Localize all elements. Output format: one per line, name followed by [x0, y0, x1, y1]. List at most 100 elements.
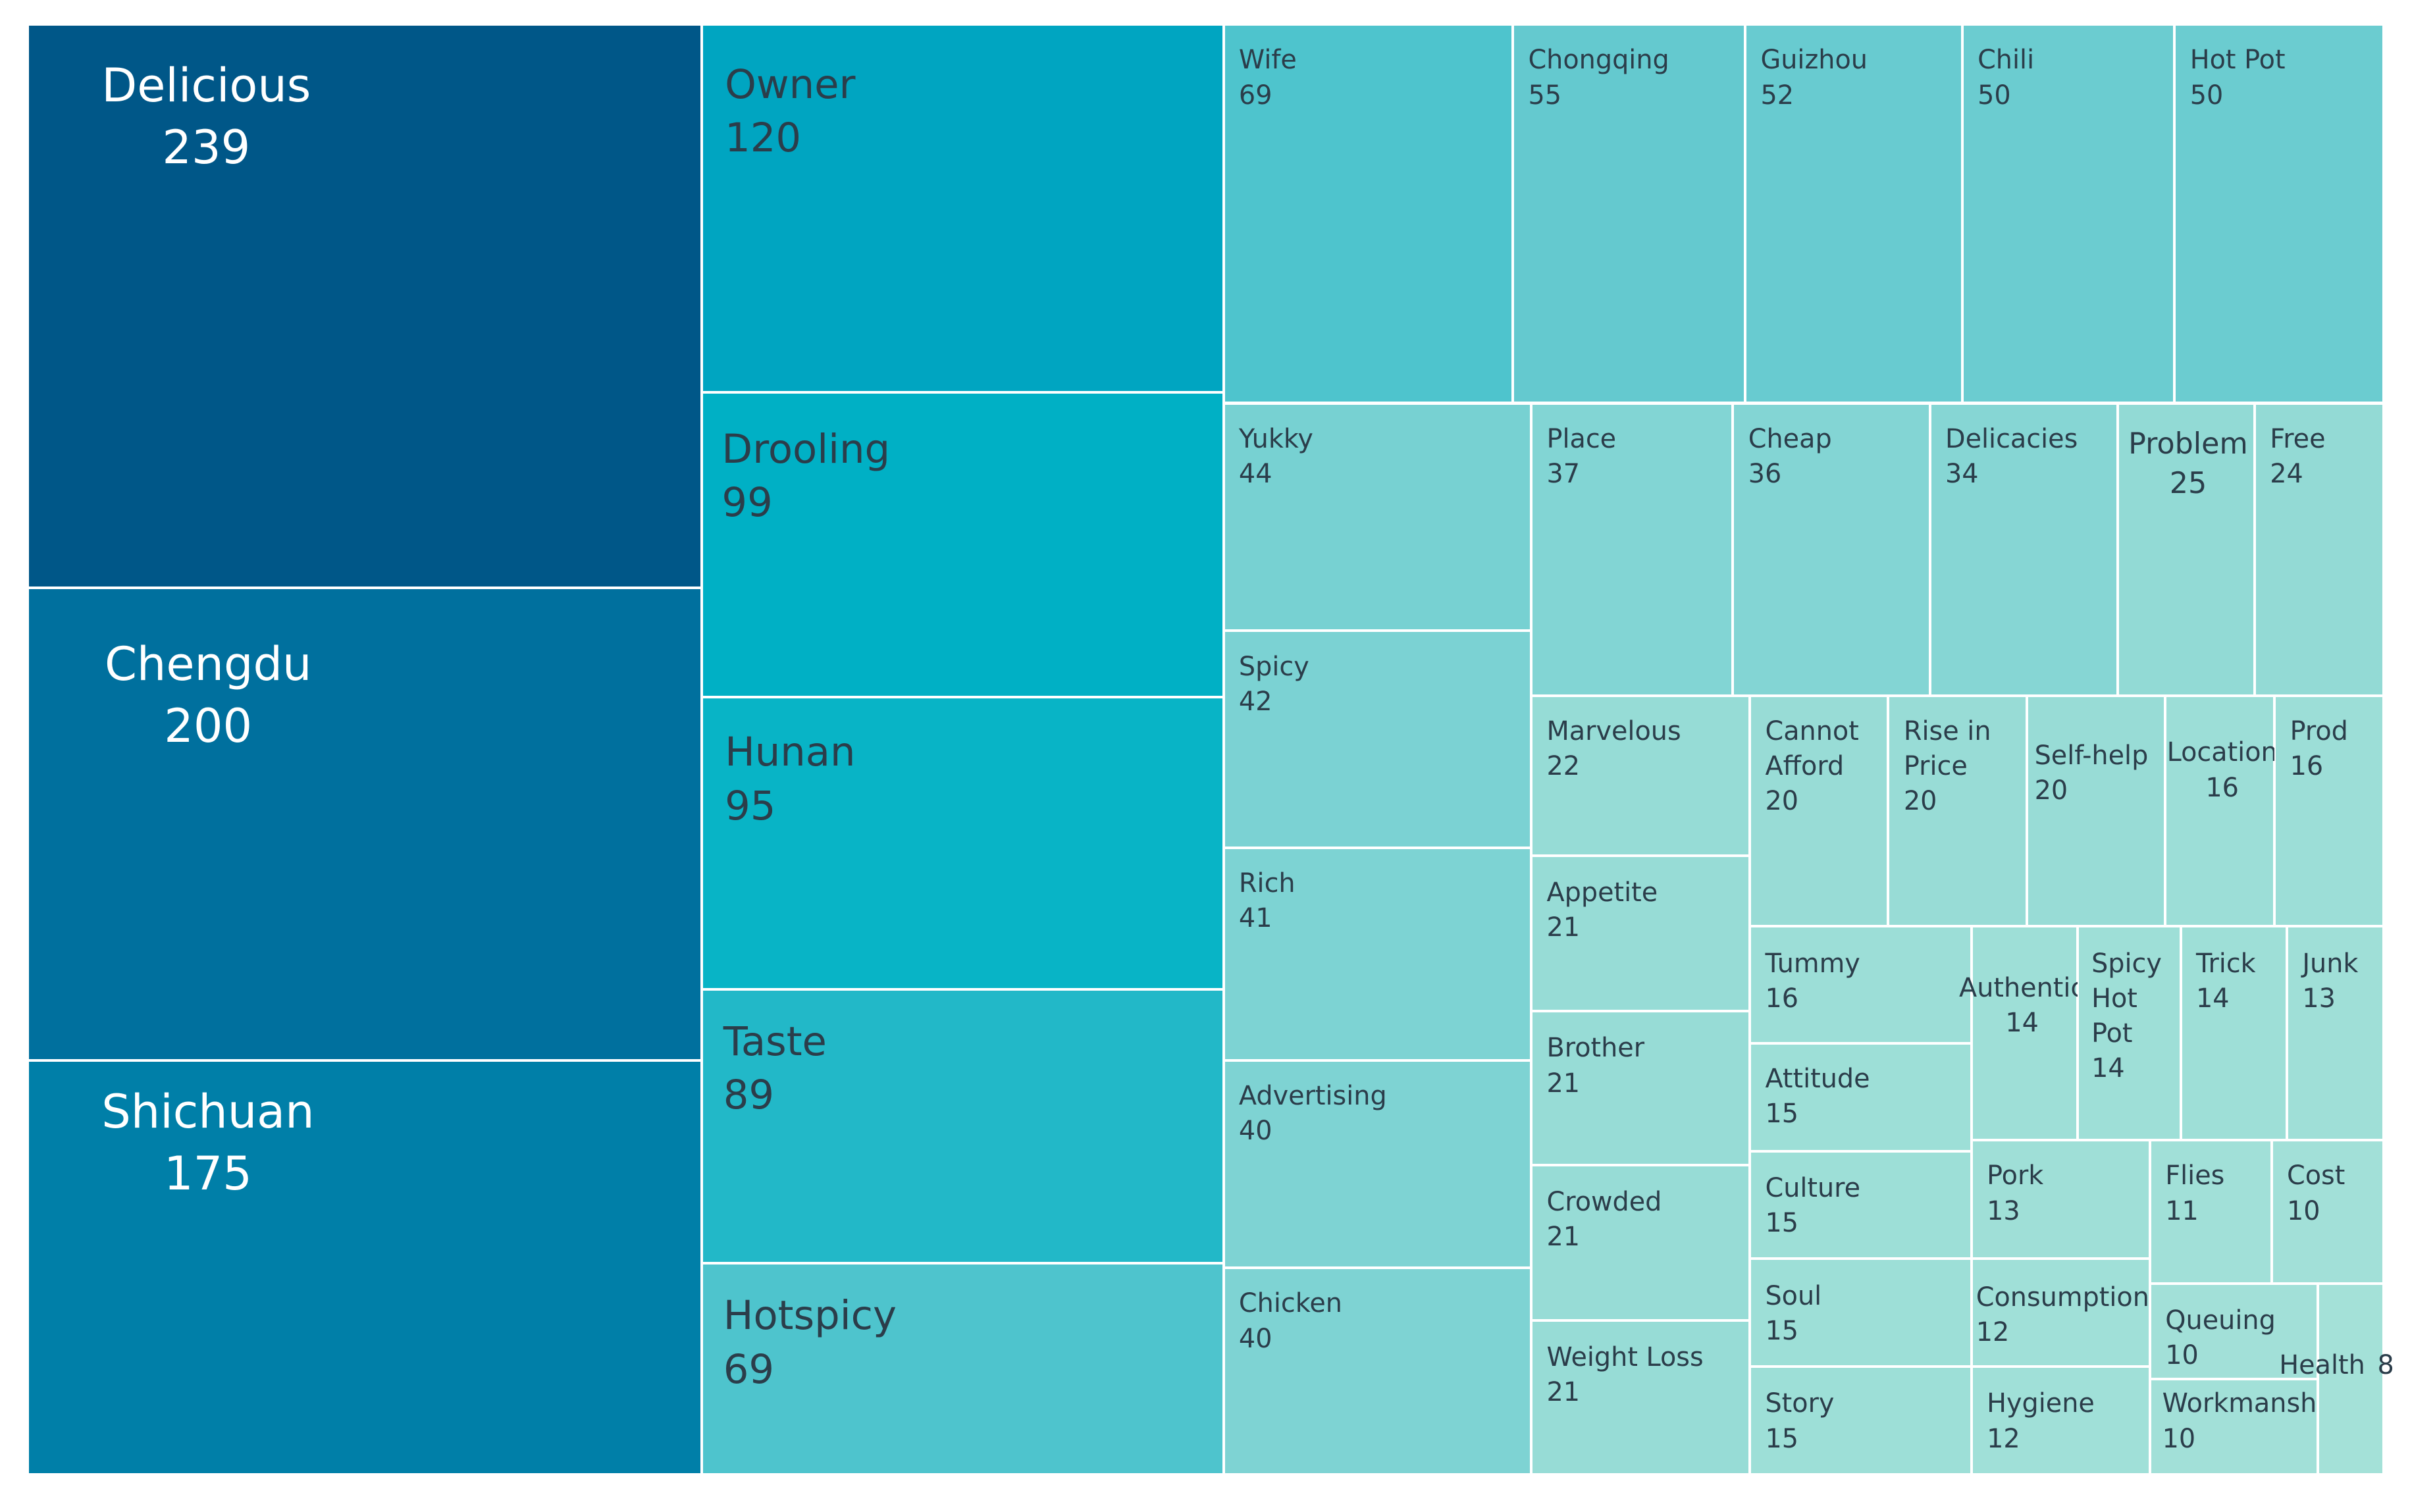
- tile-value: 10: [2286, 1195, 2320, 1226]
- tile-name: Spicy: [1238, 651, 1309, 682]
- treemap-tile-owner[interactable]: [702, 24, 1224, 393]
- treemap-tile-yukky[interactable]: [1223, 403, 1532, 631]
- tile-name: Rise in Price: [1903, 716, 1991, 781]
- tile-value: 40: [1238, 1323, 1272, 1354]
- treemap-tile-prod[interactable]: [2274, 695, 2384, 927]
- tile-label-location: Location 16: [2167, 735, 2278, 806]
- tile-label-health: Health 8: [2279, 1348, 2394, 1383]
- tile-value: 50: [1978, 80, 2011, 111]
- treemap-tile-weight-loss[interactable]: [1531, 1320, 1750, 1474]
- tile-name: Chili: [1978, 45, 2035, 76]
- treemap-tile-chengdu[interactable]: [28, 588, 702, 1060]
- tile-value: 13: [2302, 983, 2336, 1014]
- tile-label-wife: Wife 69: [1239, 43, 1297, 113]
- treemap-tile-chicken[interactable]: [1223, 1268, 1532, 1474]
- tile-label-attitude: Attitude 15: [1765, 1062, 1870, 1132]
- tile-name: Location: [2166, 737, 2278, 768]
- tile-label-appetite: Appetite 21: [1546, 875, 1658, 946]
- tile-value: 25: [2169, 466, 2207, 500]
- treemap-tile-delicacies[interactable]: [1929, 403, 2118, 696]
- tile-value: 21: [1546, 912, 1581, 943]
- treemap-tile-rise-in-price[interactable]: [1888, 695, 2027, 927]
- treemap-tile-appetite[interactable]: [1531, 855, 1750, 1011]
- treemap-tile-taste[interactable]: [702, 989, 1224, 1264]
- treemap-tile-cost[interactable]: [2271, 1140, 2384, 1284]
- tile-label-chili: Chili 50: [1978, 43, 2034, 113]
- treemap-tile-wife[interactable]: [1223, 24, 1513, 404]
- tile-label-trick: Trick 14: [2196, 947, 2256, 1017]
- treemap-tile-cheap[interactable]: [1733, 403, 1930, 696]
- treemap-tile-marvelous[interactable]: [1531, 695, 1750, 856]
- treemap-tile-brother[interactable]: [1531, 1010, 1750, 1165]
- tile-name: Story: [1765, 1388, 1835, 1419]
- treemap-tile-problem[interactable]: [2117, 403, 2255, 696]
- treemap-tile-workmanship[interactable]: [2149, 1378, 2318, 1474]
- tile-name: Chengdu: [104, 637, 312, 692]
- treemap-tile-advertising[interactable]: [1223, 1060, 1532, 1268]
- tile-label-spicy-hot-pot: Spicy Hot Pot 14: [2091, 947, 2162, 1087]
- tile-label-brother: Brother 21: [1546, 1031, 1644, 1101]
- tile-value: 44: [1238, 458, 1272, 489]
- treemap-tile-pork[interactable]: [1971, 1140, 2150, 1259]
- tile-value: 21: [1546, 1377, 1581, 1408]
- tile-name: Shichuan: [101, 1085, 315, 1139]
- treemap-tile-queuing[interactable]: [2149, 1283, 2318, 1379]
- treemap-tile-spicy[interactable]: [1223, 631, 1532, 848]
- tile-name: Spicy Hot Pot: [2091, 948, 2162, 1049]
- treemap-tile-story[interactable]: [1750, 1366, 1972, 1474]
- tile-value: 69: [1238, 80, 1272, 111]
- treemap-tile-spicy-hot-pot[interactable]: [2078, 926, 2181, 1141]
- treemap-tile-guizhou[interactable]: [1745, 24, 1962, 404]
- tile-name: Authentic: [1959, 973, 2085, 1004]
- treemap-tile-authentic[interactable]: [1971, 926, 2078, 1141]
- tile-label-chengdu: Chengdu 200: [105, 634, 311, 758]
- tile-label-hunan: Hunan 95: [725, 726, 855, 833]
- tile-value: 15: [1765, 1208, 1799, 1239]
- tile-label-marvelous: Marvelous 22: [1546, 714, 1681, 785]
- tile-label-self-help: Self-help 20: [2035, 739, 2149, 809]
- treemap-tile-cannot-afford[interactable]: [1750, 695, 1889, 927]
- treemap-tile-chili[interactable]: [1962, 24, 2175, 404]
- treemap-tile-place[interactable]: [1531, 403, 1733, 696]
- tile-name: Attitude: [1765, 1064, 1870, 1095]
- treemap-tile-hotspicy[interactable]: [702, 1263, 1224, 1474]
- tile-value: 24: [2270, 458, 2303, 489]
- tile-value: 36: [1748, 458, 1782, 489]
- treemap-tile-location[interactable]: [2165, 695, 2275, 927]
- treemap-tile-crowded[interactable]: [1531, 1164, 1750, 1320]
- treemap-tile-soul[interactable]: [1750, 1259, 1972, 1367]
- tile-name: Guizhou: [1760, 45, 1868, 76]
- treemap-tile-hot-pot[interactable]: [2174, 24, 2384, 404]
- treemap-tile-consumption[interactable]: [1971, 1259, 2150, 1367]
- tile-name: Free: [2270, 423, 2326, 454]
- tile-value: 40: [1238, 1116, 1272, 1147]
- tile-value: 14: [2005, 1008, 2039, 1039]
- tile-value: 15: [1765, 1423, 1799, 1454]
- treemap-tile-drooling[interactable]: [702, 392, 1224, 697]
- treemap-tile-health[interactable]: [2317, 1283, 2384, 1474]
- treemap-tile-junk[interactable]: [2286, 926, 2384, 1141]
- tile-name: Flies: [2165, 1160, 2225, 1191]
- tile-label-owner: Owner 120: [725, 59, 855, 166]
- tile-name: Advertising: [1238, 1080, 1387, 1111]
- treemap-tile-free[interactable]: [2254, 403, 2384, 696]
- treemap-tile-self-help[interactable]: [2026, 695, 2166, 927]
- treemap-tile-hygiene[interactable]: [1971, 1366, 2150, 1474]
- treemap-tile-rich[interactable]: [1223, 848, 1532, 1060]
- treemap-tile-attitude[interactable]: [1750, 1043, 1972, 1151]
- tile-name: Self-help: [2034, 741, 2149, 771]
- treemap-tile-trick[interactable]: [2180, 926, 2287, 1141]
- treemap-tile-delicious[interactable]: [28, 24, 702, 588]
- tile-label-rise-in-price: Rise in Price 20: [1904, 714, 1991, 820]
- treemap-tile-flies[interactable]: [2149, 1140, 2272, 1284]
- tile-name: Chongqing: [1528, 45, 1669, 76]
- treemap-tile-hunan[interactable]: [702, 697, 1224, 990]
- tile-label-taste: Taste 89: [723, 1016, 827, 1123]
- treemap-tile-chongqing[interactable]: [1513, 24, 1746, 404]
- treemap-tile-tummy[interactable]: [1750, 926, 1972, 1044]
- treemap-tile-culture[interactable]: [1750, 1151, 1972, 1259]
- treemap-tile-shichuan[interactable]: [28, 1060, 702, 1474]
- tile-label-shichuan: Shichuan 175: [101, 1082, 314, 1205]
- tile-label-chongqing: Chongqing 55: [1528, 43, 1669, 113]
